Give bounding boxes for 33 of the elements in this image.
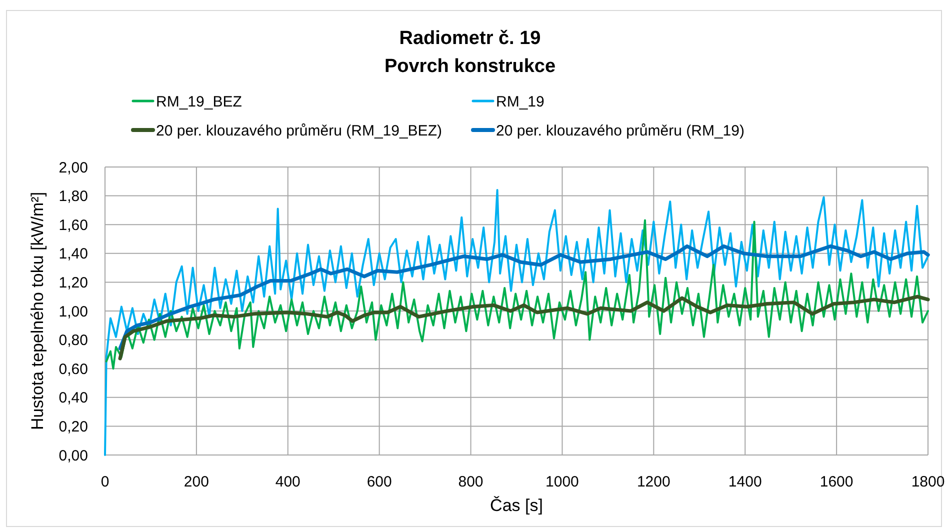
y-axis-title: Hustota tepelného toku [kW/m²] <box>28 192 47 430</box>
y-tick-label: 1,20 <box>58 274 88 292</box>
y-tick-label: 0,60 <box>58 360 88 378</box>
legend-label: RM_19 <box>496 93 544 110</box>
legend-label: 20 per. klouzavého průměru (RM_19_BEZ) <box>156 122 442 140</box>
x-axis-title: Čas [s] <box>490 496 543 515</box>
x-tick-label: 400 <box>275 473 300 490</box>
line-series <box>118 244 930 350</box>
y-tick-label: 1,80 <box>58 188 88 206</box>
y-tick-label: 1,60 <box>58 216 88 234</box>
line-series <box>118 294 930 360</box>
y-tick-label: 1,00 <box>58 303 88 320</box>
chart-title: Radiometr č. 19 <box>399 28 541 49</box>
x-tick-label: 200 <box>184 473 209 490</box>
x-tick-label: 1200 <box>636 473 670 490</box>
x-tick-label: 600 <box>366 473 392 490</box>
x-tick-label: 800 <box>458 473 484 490</box>
line-series <box>105 219 929 370</box>
y-tick-label: 1,40 <box>58 246 88 263</box>
y-tick-label: 0,80 <box>58 332 88 350</box>
y-tick-label: 2,00 <box>58 159 88 176</box>
x-tick-label: 1600 <box>820 473 854 490</box>
line-series <box>104 189 929 456</box>
x-tick-label: 0 <box>100 473 110 490</box>
legend-label: 20 per. klouzavého průměru (RM_19) <box>496 122 744 140</box>
y-tick-label: 0,00 <box>58 447 88 464</box>
chart-subtitle: Povrch konstrukce <box>384 56 556 77</box>
x-tick-label: 1000 <box>546 473 579 490</box>
x-tick-label: 1400 <box>728 473 762 490</box>
y-tick-label: 0,20 <box>58 418 88 436</box>
y-tick-label: 0,40 <box>58 390 88 407</box>
x-tick-label: 1800 <box>911 473 945 490</box>
legend-label: RM_19_BEZ <box>156 93 242 110</box>
